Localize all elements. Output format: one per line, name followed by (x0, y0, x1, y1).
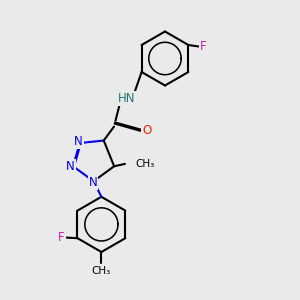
Text: O: O (142, 124, 152, 137)
Text: N: N (74, 135, 83, 148)
Text: CH₃: CH₃ (92, 266, 111, 276)
Text: F: F (200, 40, 207, 53)
Text: N: N (88, 176, 98, 190)
Text: N: N (66, 160, 75, 173)
Text: HN: HN (118, 92, 135, 105)
Text: F: F (58, 231, 64, 244)
Text: CH₃: CH₃ (135, 159, 154, 169)
